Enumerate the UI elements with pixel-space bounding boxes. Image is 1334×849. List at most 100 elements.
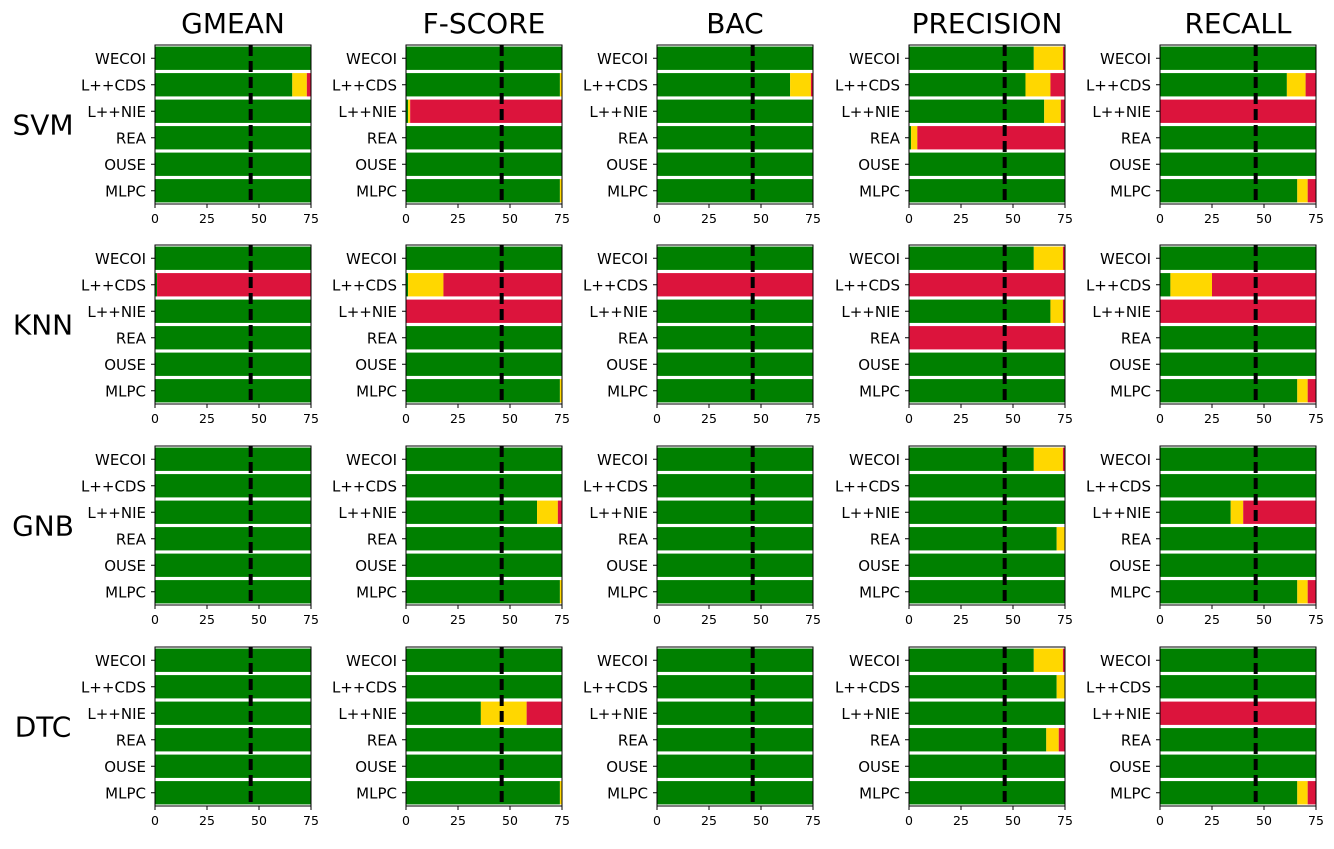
ytick-label: L++CDS <box>583 678 648 696</box>
ytick-label: WECOI <box>95 451 146 469</box>
ytick-label: REA <box>870 129 901 147</box>
ytick-label: OUSE <box>606 356 648 374</box>
panel-dtc-f-score: WECOI L++CDS L++NIE REA OUSE MLPC 0 25 50 75 <box>332 646 570 828</box>
bar-segment <box>155 527 311 551</box>
ytick-label: OUSE <box>104 758 146 776</box>
bar-segment <box>657 152 813 176</box>
ytick-label: L++CDS <box>835 276 900 294</box>
bar-segment <box>559 379 562 403</box>
xtick-label: 25 <box>953 813 969 828</box>
xtick-label: 50 <box>502 411 518 426</box>
ytick-label: L++CDS <box>835 477 900 495</box>
xtick-label: 25 <box>450 211 466 226</box>
panel-frame <box>656 445 814 606</box>
bar-segment <box>909 728 1047 752</box>
ytick-label: WECOI <box>849 451 900 469</box>
bar-segment <box>909 273 1065 297</box>
xtick-label: 25 <box>701 211 717 226</box>
xtick-label: 75 <box>303 813 319 828</box>
xtick-label: 0 <box>1156 612 1164 627</box>
bar-segment <box>657 299 813 323</box>
bar-segment <box>1307 179 1316 203</box>
panel-frame <box>1159 445 1317 606</box>
row-label: SVM <box>12 109 73 142</box>
bar-segment <box>909 701 1065 725</box>
bar-segment <box>1060 99 1065 123</box>
ytick-label: OUSE <box>858 557 900 575</box>
ytick-label: REA <box>116 329 147 347</box>
bar-segment <box>406 73 560 97</box>
bar-segment <box>909 352 1065 376</box>
bar-segment <box>406 500 538 524</box>
panel-frame <box>908 646 1066 807</box>
bar-segment <box>406 447 562 471</box>
bar-segment <box>657 126 813 150</box>
ytick-label: WECOI <box>346 451 397 469</box>
xtick-label: 0 <box>151 612 159 627</box>
bar-segment <box>909 648 1034 672</box>
bar-segment <box>155 99 311 123</box>
xtick-label: 0 <box>653 813 661 828</box>
xtick-label: 25 <box>1204 813 1220 828</box>
bar-segment <box>526 701 562 725</box>
bar-segment <box>406 527 562 551</box>
ytick-label: REA <box>870 329 901 347</box>
xtick-label: 25 <box>701 813 717 828</box>
bar-segment <box>909 326 1065 350</box>
ytick-label: OUSE <box>858 156 900 174</box>
xtick-label: 50 <box>753 211 769 226</box>
xtick-label: 0 <box>1156 211 1164 226</box>
ytick-label: REA <box>618 329 649 347</box>
bar-segment <box>557 500 562 524</box>
xtick-label: 0 <box>1156 411 1164 426</box>
bar-segment <box>657 754 813 778</box>
ytick-label: WECOI <box>1100 451 1151 469</box>
bar-segment <box>406 754 562 778</box>
xtick-label: 25 <box>953 411 969 426</box>
xtick-label: 75 <box>303 612 319 627</box>
bar-segment <box>292 73 307 97</box>
ytick-label: L++CDS <box>1086 678 1151 696</box>
xtick-label: 0 <box>151 411 159 426</box>
bar-segment <box>155 675 311 699</box>
ytick-label: REA <box>618 731 649 749</box>
ytick-label: L++NIE <box>841 705 900 723</box>
bar-segment <box>406 379 560 403</box>
bar-segment <box>1160 273 1171 297</box>
bar-segment <box>909 246 1034 270</box>
bar-segment <box>157 273 311 297</box>
ytick-label: OUSE <box>104 356 146 374</box>
xtick-label: 0 <box>653 211 661 226</box>
ytick-label: L++NIE <box>589 103 648 121</box>
bar-segment <box>1160 152 1316 176</box>
ytick-label: MLPC <box>607 583 648 601</box>
panel-knn-bac: WECOI L++CDS L++NIE REA OUSE MLPC 0 25 50 75 <box>583 244 821 426</box>
xtick-label: 25 <box>1204 612 1220 627</box>
panel-frame <box>405 646 563 807</box>
bar-segment <box>909 781 1065 805</box>
xtick-label: 25 <box>450 813 466 828</box>
bar-segment <box>1160 781 1298 805</box>
panel-frame <box>656 646 814 807</box>
bar-segment <box>1160 46 1316 70</box>
bar-segment <box>1307 379 1316 403</box>
bar-segment <box>406 675 562 699</box>
xtick-label: 75 <box>1308 612 1324 627</box>
ytick-label: L++CDS <box>583 477 648 495</box>
bar-segment <box>1160 99 1316 123</box>
ytick-label: L++CDS <box>81 76 146 94</box>
bar-segment <box>1160 299 1316 323</box>
ytick-label: MLPC <box>607 382 648 400</box>
ytick-label: MLPC <box>859 182 900 200</box>
bar-segment <box>909 152 1065 176</box>
bar-segment <box>1160 500 1231 524</box>
bar-segment <box>155 553 311 577</box>
xtick-label: 50 <box>1256 211 1272 226</box>
bar-segment <box>155 352 311 376</box>
ytick-label: L++NIE <box>841 504 900 522</box>
ytick-label: MLPC <box>859 382 900 400</box>
xtick-label: 0 <box>653 411 661 426</box>
bar-segment <box>1046 728 1059 752</box>
ytick-label: WECOI <box>849 250 900 268</box>
ytick-label: L++CDS <box>81 678 146 696</box>
